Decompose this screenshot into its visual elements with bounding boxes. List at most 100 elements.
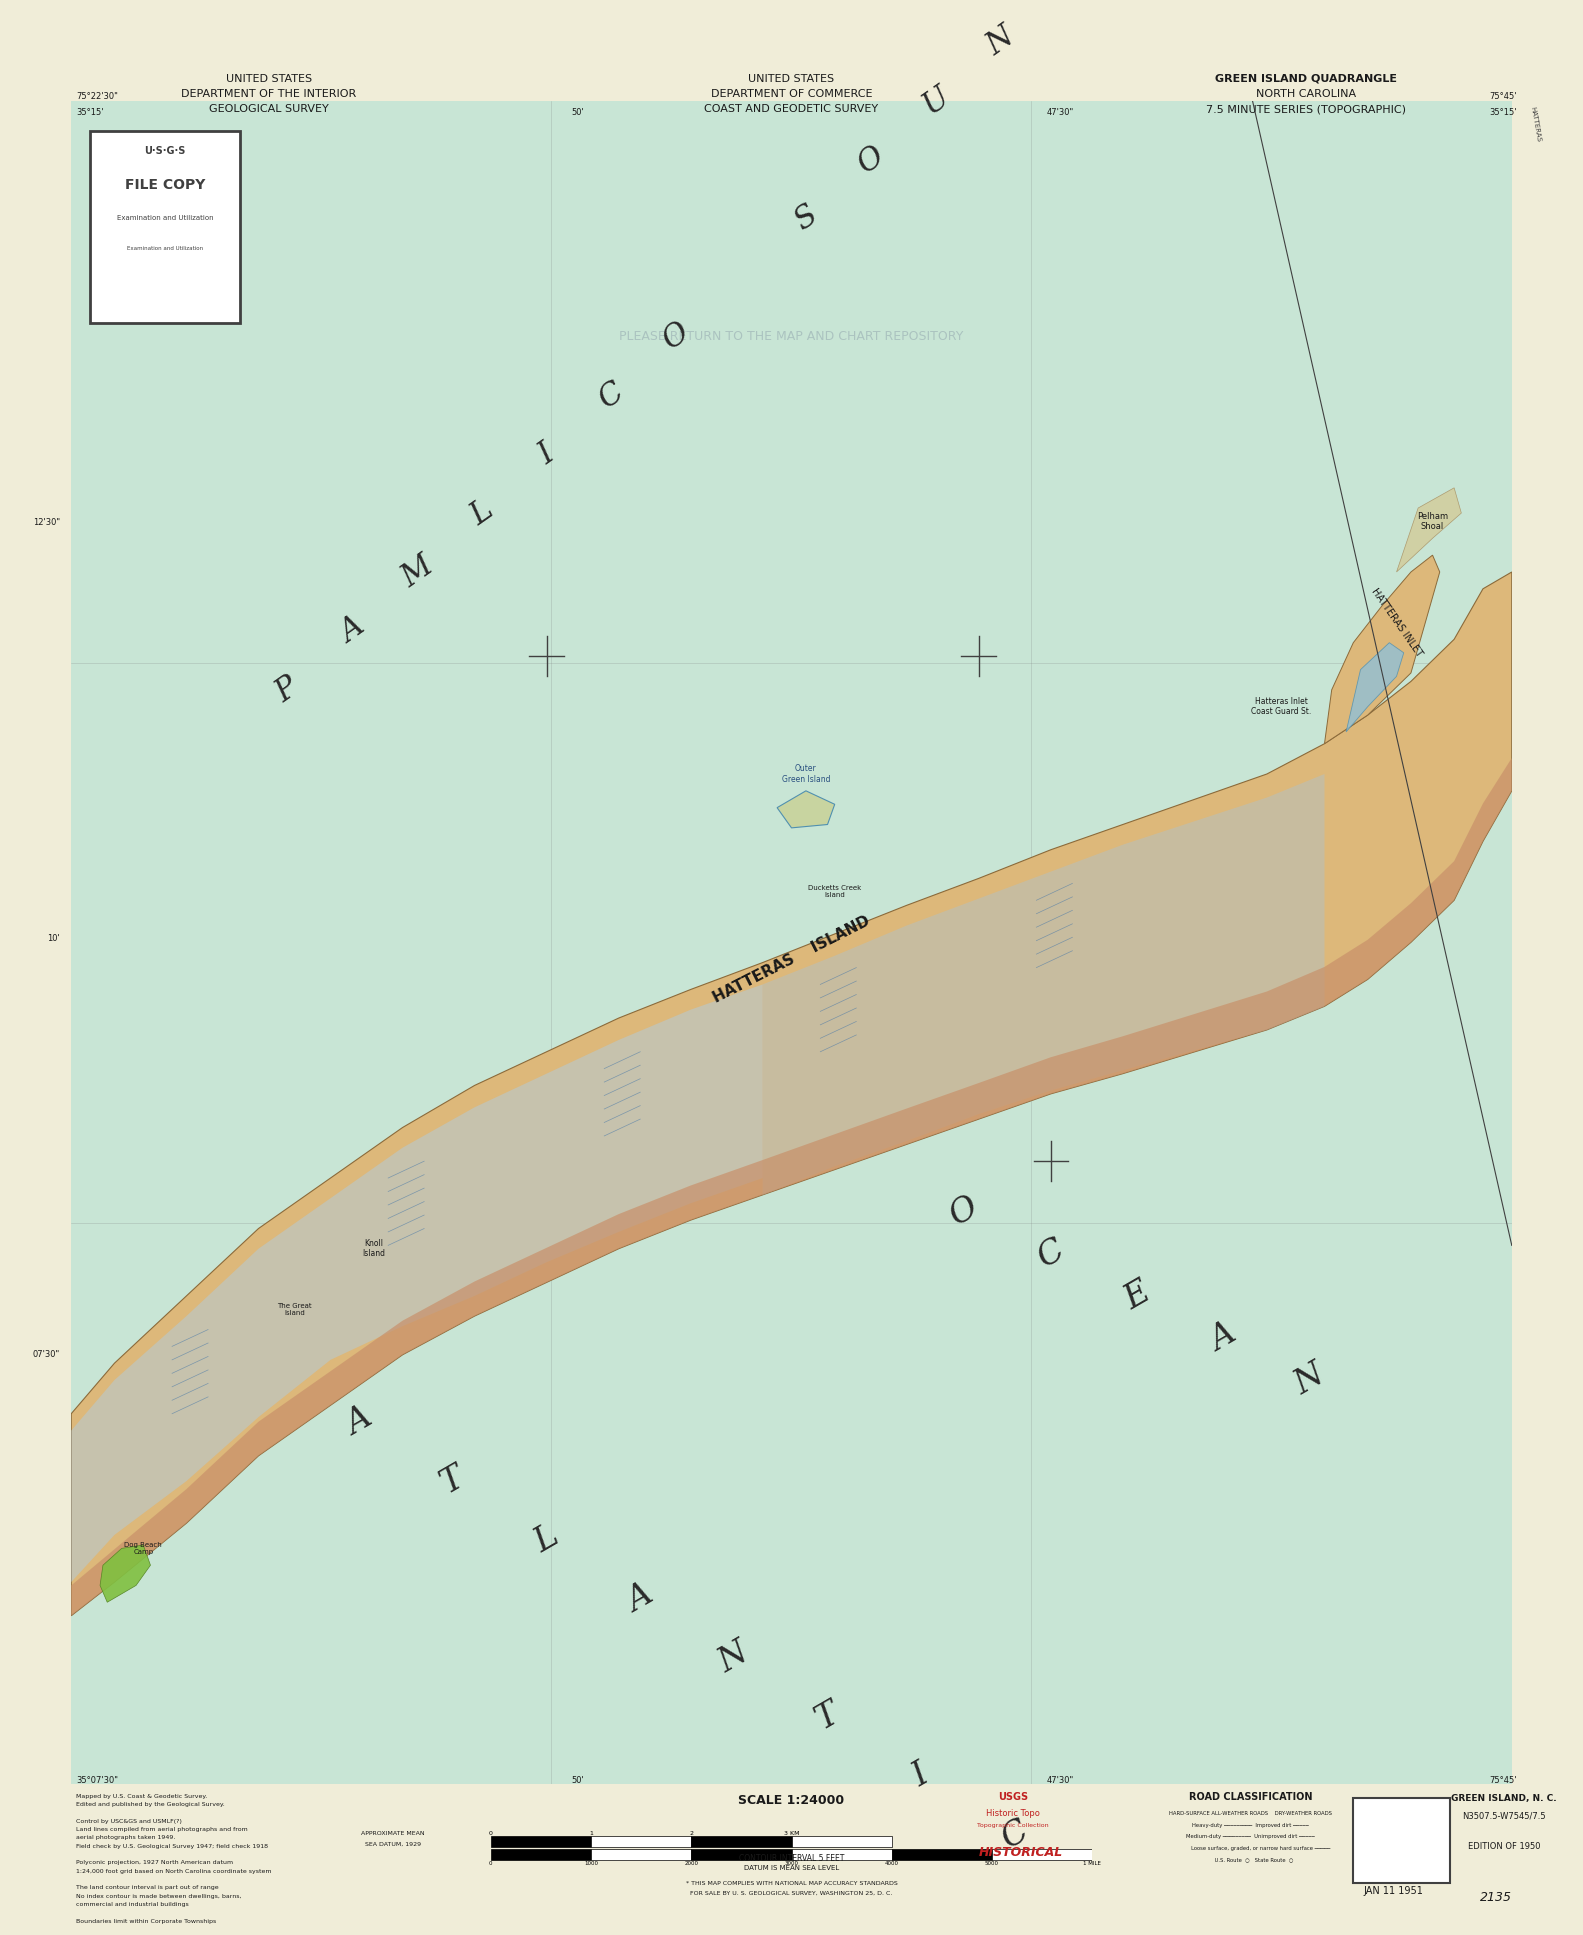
Bar bbox=[692, 1850, 792, 1860]
Text: FILE COPY: FILE COPY bbox=[1372, 1825, 1429, 1834]
Text: UNITED STATES: UNITED STATES bbox=[749, 74, 834, 83]
Text: S: S bbox=[788, 199, 823, 238]
Text: 0: 0 bbox=[489, 1861, 492, 1865]
Text: U·S·G·S: U·S·G·S bbox=[144, 147, 185, 157]
Text: 1 MILE: 1 MILE bbox=[1083, 1861, 1102, 1865]
Text: 2: 2 bbox=[689, 1831, 693, 1836]
Polygon shape bbox=[1346, 642, 1404, 731]
Text: GREEN ISLAND, N. C.: GREEN ISLAND, N. C. bbox=[1452, 1794, 1556, 1803]
Text: UNITED STATES: UNITED STATES bbox=[226, 74, 312, 83]
Text: A: A bbox=[334, 611, 370, 650]
Text: U·S·G·S: U·S·G·S bbox=[1388, 1809, 1414, 1815]
Polygon shape bbox=[777, 791, 834, 828]
Text: A: A bbox=[622, 1579, 659, 1620]
Bar bbox=[993, 1850, 1092, 1860]
Text: * THIS MAP COMPLIES WITH NATIONAL MAP ACCURACY STANDARDS: * THIS MAP COMPLIES WITH NATIONAL MAP AC… bbox=[685, 1881, 898, 1887]
Text: PLEASE RETURN TO THE MAP AND CHART REPOSITORY: PLEASE RETURN TO THE MAP AND CHART REPOS… bbox=[619, 329, 964, 342]
Text: DEPARTMENT OF THE INTERIOR: DEPARTMENT OF THE INTERIOR bbox=[182, 89, 356, 99]
Text: JAN 11 1951: JAN 11 1951 bbox=[1363, 1887, 1423, 1896]
Text: 47'30": 47'30" bbox=[1046, 108, 1075, 116]
Bar bbox=[590, 1836, 692, 1846]
Text: 2000: 2000 bbox=[684, 1861, 698, 1865]
Text: I: I bbox=[907, 1759, 936, 1794]
Text: Land lines compiled from aerial photographs and from: Land lines compiled from aerial photogra… bbox=[76, 1827, 247, 1832]
Text: 1: 1 bbox=[589, 1831, 594, 1836]
Text: SEA DATUM, 1929: SEA DATUM, 1929 bbox=[364, 1842, 421, 1848]
Text: Edited and published by the Geological Survey.: Edited and published by the Geological S… bbox=[76, 1801, 225, 1807]
Text: N3507.5-W7545/7.5: N3507.5-W7545/7.5 bbox=[1463, 1811, 1545, 1821]
Text: Outer
Green Island: Outer Green Island bbox=[782, 764, 829, 784]
Text: Hatteras Inlet
Coast Guard St.: Hatteras Inlet Coast Guard St. bbox=[1251, 697, 1311, 716]
Text: GREEN ISLAND QUADRANGLE: GREEN ISLAND QUADRANGLE bbox=[1216, 74, 1396, 83]
Text: U: U bbox=[917, 81, 955, 120]
Text: Examination and Utilization: Examination and Utilization bbox=[117, 215, 214, 221]
Polygon shape bbox=[71, 573, 1512, 1616]
Text: N: N bbox=[1290, 1358, 1331, 1401]
Polygon shape bbox=[100, 1544, 150, 1602]
Text: 35°15': 35°15' bbox=[1490, 108, 1517, 116]
Text: T: T bbox=[435, 1461, 470, 1500]
Text: 2135: 2135 bbox=[1480, 1890, 1512, 1904]
Text: CONTOUR INTERVAL 5 FEET: CONTOUR INTERVAL 5 FEET bbox=[739, 1854, 844, 1863]
Text: 35°15': 35°15' bbox=[76, 108, 103, 116]
Text: 5000: 5000 bbox=[985, 1861, 999, 1865]
Text: P: P bbox=[271, 671, 304, 708]
Text: L: L bbox=[529, 1521, 564, 1560]
Text: I: I bbox=[533, 437, 560, 470]
Text: 07'30": 07'30" bbox=[33, 1351, 60, 1358]
Text: USGS: USGS bbox=[997, 1792, 1029, 1801]
Text: HATTERAS    ISLAND: HATTERAS ISLAND bbox=[711, 913, 872, 1006]
Bar bbox=[491, 1850, 590, 1860]
Text: EDITION OF 1950: EDITION OF 1950 bbox=[1467, 1842, 1540, 1852]
Bar bbox=[891, 1850, 993, 1860]
Text: M: M bbox=[396, 550, 438, 594]
Text: HARD-SURFACE ALL-WEATHER ROADS    DRY-WEATHER ROADS: HARD-SURFACE ALL-WEATHER ROADS DRY-WEATH… bbox=[1170, 1811, 1331, 1817]
Text: Pelham
Shoal: Pelham Shoal bbox=[1417, 511, 1448, 532]
Text: Heavy-duty ─────────  Improved dirt ─────: Heavy-duty ───────── Improved dirt ───── bbox=[1192, 1823, 1309, 1829]
Text: APPROXIMATE MEAN: APPROXIMATE MEAN bbox=[361, 1831, 424, 1836]
Bar bbox=[590, 1850, 692, 1860]
Text: NORTH CAROLINA: NORTH CAROLINA bbox=[1255, 89, 1357, 99]
Text: 1000: 1000 bbox=[584, 1861, 598, 1865]
Text: 10': 10' bbox=[47, 935, 60, 942]
Text: Control by USC&GS and USMLF(?): Control by USC&GS and USMLF(?) bbox=[76, 1819, 182, 1823]
Text: 3 KM: 3 KM bbox=[784, 1831, 799, 1836]
Text: T: T bbox=[810, 1697, 845, 1736]
Text: 1:24,000 foot grid based on North Carolina coordinate system: 1:24,000 foot grid based on North Caroli… bbox=[76, 1869, 271, 1873]
Text: Dog Beach
Camp: Dog Beach Camp bbox=[125, 1542, 161, 1556]
Bar bbox=[692, 1836, 792, 1846]
Polygon shape bbox=[1325, 555, 1441, 743]
Text: GEOLOGICAL SURVEY: GEOLOGICAL SURVEY bbox=[209, 104, 329, 114]
Text: Examination and Utilization: Examination and Utilization bbox=[127, 246, 203, 252]
FancyBboxPatch shape bbox=[90, 132, 239, 323]
Text: 7.5 MINUTE SERIES (TOPOGRAPHIC): 7.5 MINUTE SERIES (TOPOGRAPHIC) bbox=[1206, 104, 1406, 114]
Text: Medium-duty ─────────  Unimproved dirt ─────: Medium-duty ───────── Unimproved dirt ──… bbox=[1186, 1834, 1315, 1840]
Text: A: A bbox=[1205, 1318, 1243, 1358]
Text: 12'30": 12'30" bbox=[33, 519, 60, 526]
Text: E: E bbox=[1119, 1275, 1156, 1316]
Polygon shape bbox=[71, 759, 1512, 1616]
Text: 50': 50' bbox=[571, 1776, 584, 1784]
Bar bbox=[491, 1836, 590, 1846]
Bar bbox=[792, 1836, 891, 1846]
Text: 75°45': 75°45' bbox=[1490, 1776, 1517, 1784]
Text: O: O bbox=[945, 1192, 985, 1233]
Text: Knoll
Island: Knoll Island bbox=[363, 1238, 385, 1258]
Text: Historic Topo: Historic Topo bbox=[986, 1809, 1040, 1819]
Text: Ducketts Creek
Island: Ducketts Creek Island bbox=[807, 886, 861, 898]
Text: N: N bbox=[714, 1637, 755, 1680]
Text: The land contour interval is part out of range: The land contour interval is part out of… bbox=[76, 1885, 218, 1890]
Text: 0: 0 bbox=[489, 1831, 492, 1836]
Polygon shape bbox=[763, 774, 1325, 1194]
Text: 35°07'30": 35°07'30" bbox=[76, 1776, 119, 1784]
Text: The Great
Island: The Great Island bbox=[277, 1302, 312, 1316]
Text: SCALE 1:24000: SCALE 1:24000 bbox=[738, 1794, 845, 1807]
Text: commercial and industrial buildings: commercial and industrial buildings bbox=[76, 1902, 188, 1906]
Text: 75°45': 75°45' bbox=[1490, 93, 1517, 101]
Text: 3000: 3000 bbox=[785, 1861, 798, 1865]
Text: HATTERAS: HATTERAS bbox=[1529, 106, 1542, 143]
Text: DEPARTMENT OF COMMERCE: DEPARTMENT OF COMMERCE bbox=[711, 89, 872, 99]
Polygon shape bbox=[1396, 488, 1461, 573]
Text: Field check by U.S. Geological Survey 1947; field check 1918: Field check by U.S. Geological Survey 19… bbox=[76, 1844, 268, 1848]
Text: FILE COPY: FILE COPY bbox=[125, 178, 206, 192]
